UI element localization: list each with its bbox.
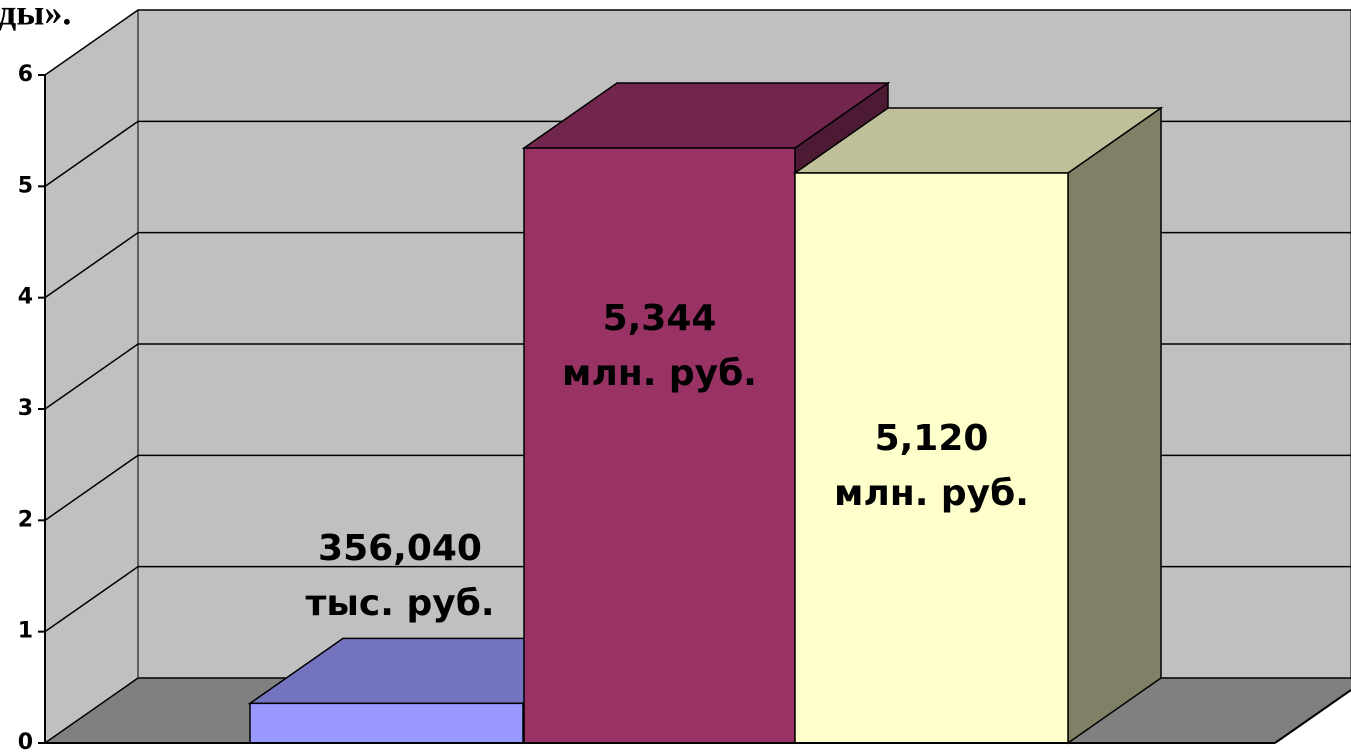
grid-line — [44, 120, 139, 187]
y-tick-label: 1 — [18, 619, 33, 644]
bars — [247, 81, 1164, 745]
grid-line — [44, 343, 139, 410]
floor-edge — [1274, 689, 1351, 744]
value-label: 5,344 — [603, 298, 717, 339]
value-label: 356,040 — [318, 528, 482, 569]
bar — [249, 702, 524, 744]
grid-line — [44, 232, 139, 299]
y-tick-label: 6 — [18, 62, 33, 87]
y-tick-label: 0 — [18, 730, 33, 754]
grid-line — [44, 9, 139, 76]
value-label: млн. руб. — [562, 353, 757, 394]
chart-title: ды». — [0, 0, 71, 32]
value-label: 5,120 — [875, 418, 989, 459]
y-tick-label: 4 — [18, 285, 33, 310]
value-label: тыс. руб. — [305, 583, 494, 624]
grid-line — [44, 677, 139, 744]
y-tick-label: 3 — [18, 396, 33, 421]
bar — [523, 147, 796, 744]
bar — [794, 172, 1069, 744]
grid-line — [44, 566, 139, 633]
bar-side — [1067, 106, 1162, 745]
y-tick-label: 5 — [18, 173, 33, 198]
grid-line — [44, 454, 139, 521]
y-tick-label: 2 — [18, 507, 33, 532]
value-label: млн. руб. — [834, 473, 1029, 514]
